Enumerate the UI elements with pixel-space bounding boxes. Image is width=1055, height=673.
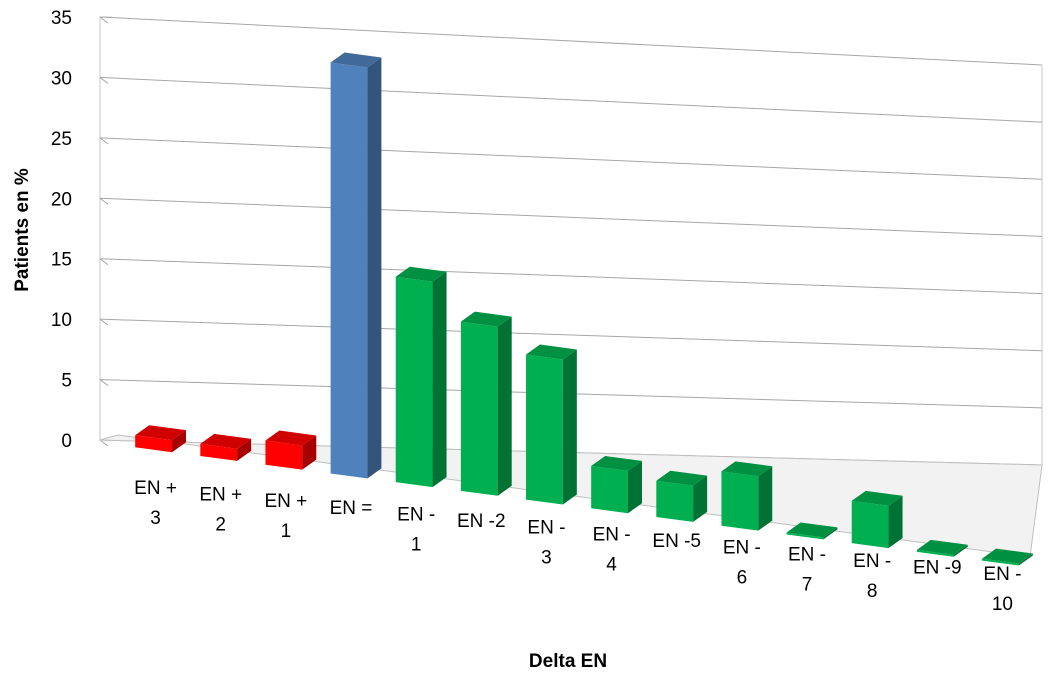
y-axis-ticks: 0 5 10 15 20 25 30 35: [51, 8, 72, 452]
bar-top-face: [721, 461, 773, 477]
bar-front-face: [916, 549, 954, 557]
bar: [200, 433, 252, 461]
bar-side-face: [432, 271, 447, 488]
bar-front-face: [982, 558, 1019, 566]
bar: [395, 266, 447, 488]
x-tick-label: EN -8: [853, 551, 891, 602]
bar-front-face: [526, 354, 563, 505]
bar-top-face: [265, 430, 317, 446]
bar-top-face: [656, 470, 708, 486]
bar-top-face: [982, 548, 1033, 564]
y-tick-label: 5: [61, 371, 72, 392]
y-tick-label: 35: [51, 8, 72, 29]
bar-front-face: [786, 532, 824, 540]
x-tick-label: EN +2: [199, 484, 242, 535]
bar: [916, 539, 968, 557]
x-tick-label: EN -3: [527, 518, 565, 569]
side-gridline: [99, 77, 109, 84]
bar-side-face: [758, 466, 773, 531]
bar-top-face: [916, 539, 968, 555]
side-gridline: [99, 16, 109, 24]
bar-top-face: [330, 52, 382, 68]
x-axis-labels: EN +3 EN +2 EN +1 EN = EN -1 EN -2 EN -3 EN -4 E…: [134, 478, 1021, 615]
x-tick-label: EN -5: [652, 531, 701, 552]
bar-side-face: [693, 475, 708, 522]
bars: [135, 52, 1033, 566]
x-tick-label: EN =: [330, 498, 373, 519]
y-tick-label: 30: [51, 68, 72, 89]
bar-front-face: [851, 500, 889, 549]
gridline: [99, 16, 1043, 66]
y-axis-title: Patients en %: [12, 168, 33, 292]
bar-side-face: [1018, 553, 1033, 566]
side-gridline: [99, 439, 109, 447]
bar-front-face: [265, 440, 303, 470]
side-gridline: [99, 318, 109, 326]
x-tick-label: EN -2: [457, 511, 506, 532]
x-tick-label: EN -7: [788, 544, 826, 595]
bar-front-face: [721, 471, 759, 531]
bar-front-face: [591, 465, 628, 514]
gridline: [99, 197, 1043, 237]
bar: [330, 52, 382, 479]
bar-top-face: [395, 266, 447, 282]
bar-side-face: [237, 438, 252, 461]
bar: [265, 430, 317, 470]
x-tick-label: EN -1: [397, 504, 435, 555]
bar-side-face: [302, 435, 317, 470]
bar-side-face: [367, 57, 382, 479]
bar: [786, 522, 838, 540]
gridline: [99, 318, 1043, 352]
y-tick-label: 10: [51, 310, 72, 331]
bar-side-face: [497, 316, 512, 496]
bar-top-face: [460, 311, 512, 327]
side-gridline: [99, 197, 109, 205]
bar-top-face: [135, 425, 186, 441]
side-gridline: [99, 258, 109, 266]
x-tick-label: EN -10: [983, 564, 1021, 615]
bar: [591, 455, 642, 514]
y-tick-label: 15: [51, 250, 72, 271]
bar: [656, 470, 708, 522]
y-tick-label: 0: [61, 431, 72, 452]
bar-front-face: [135, 435, 172, 453]
bar-front-face: [460, 321, 498, 496]
bar-side-face: [562, 349, 577, 505]
bar-side-face: [823, 527, 838, 540]
bar-top-face: [200, 433, 252, 449]
gridline: [99, 76, 1043, 123]
gridline: [99, 258, 1043, 295]
x-tick-label: EN -4: [593, 524, 631, 575]
bar: [460, 311, 512, 496]
bar-front-face: [200, 443, 238, 461]
bar-top-face: [786, 522, 838, 538]
x-axis-title: Delta EN: [529, 651, 607, 672]
bar-front-face: [330, 62, 368, 479]
bar-side-face: [171, 430, 186, 453]
gridline: [99, 137, 1043, 180]
x-tick-label: EN +1: [264, 491, 307, 542]
bar-top-face: [851, 490, 903, 506]
bar: [526, 344, 577, 505]
side-gridline: [99, 379, 109, 386]
y-tick-label: 20: [51, 189, 72, 210]
bar-side-face: [888, 495, 903, 549]
bar: [851, 490, 903, 549]
bar-front-face: [656, 480, 694, 522]
bar-top-face: [591, 455, 642, 471]
x-tick-label: EN -6: [723, 538, 761, 589]
bar: [721, 461, 773, 531]
bar: [135, 425, 186, 453]
bar: [982, 548, 1033, 566]
bar-front-face: [395, 276, 433, 488]
bar-side-face: [627, 460, 642, 514]
x-tick-label: EN +3: [134, 478, 177, 529]
side-gridline: [99, 137, 109, 145]
bar-top-face: [526, 344, 577, 360]
x-tick-label: EN -9: [913, 558, 962, 579]
y-tick-label: 25: [51, 129, 72, 150]
bar-side-face: [953, 544, 968, 557]
